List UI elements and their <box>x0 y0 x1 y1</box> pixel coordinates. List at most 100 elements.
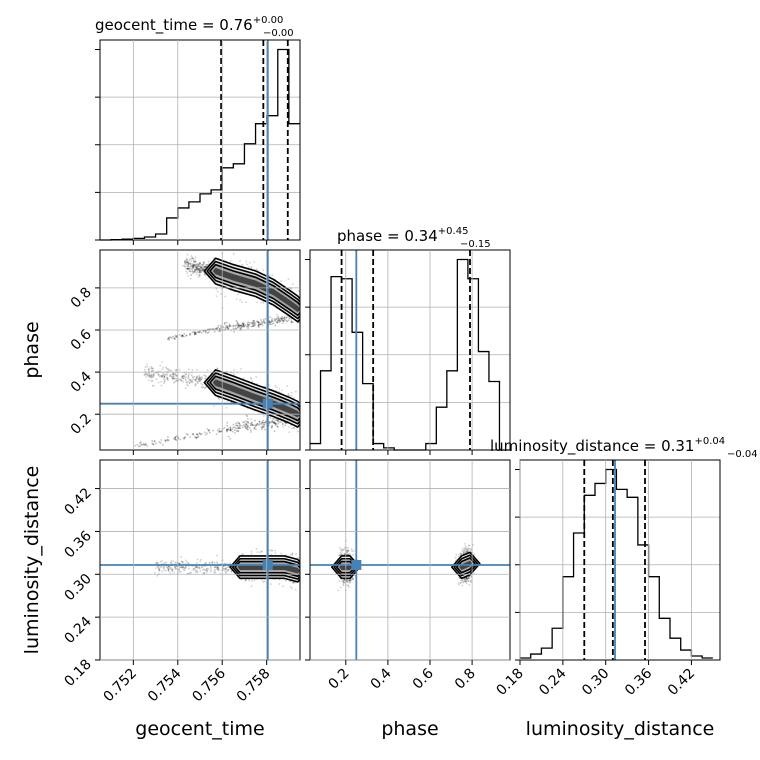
sample-point <box>179 378 181 381</box>
sample-point <box>245 423 248 426</box>
sample-point <box>198 275 201 277</box>
sample-point <box>187 264 189 267</box>
sample-point <box>186 261 188 263</box>
sample-point <box>194 260 197 263</box>
sample-point <box>287 394 290 397</box>
sample-point <box>205 331 207 334</box>
x-ticks-geocent_time <box>132 240 268 245</box>
sample-point <box>232 325 234 328</box>
sample-point <box>253 321 256 324</box>
sample-point <box>193 260 195 262</box>
sample-point <box>185 261 188 264</box>
sample-point <box>343 578 346 581</box>
sample-point <box>286 421 289 424</box>
sample-point <box>199 570 202 573</box>
sample-point <box>189 379 192 382</box>
sample-point <box>211 562 213 564</box>
sample-point <box>182 566 185 569</box>
sample-point <box>288 418 291 421</box>
sample-point <box>282 320 285 322</box>
sample-point <box>256 320 259 323</box>
sample-point <box>167 565 170 568</box>
sample-point <box>274 384 277 387</box>
sample-point <box>237 322 239 325</box>
sample-point <box>224 328 227 330</box>
sample-point <box>343 546 346 549</box>
sample-point <box>459 582 462 584</box>
y-tick-label: 0.8 <box>68 284 95 311</box>
sample-point <box>246 263 249 266</box>
sample-point <box>158 569 161 571</box>
sample-point <box>463 578 466 581</box>
sample-point <box>197 375 200 378</box>
sample-point <box>193 257 195 260</box>
sample-point <box>261 422 264 424</box>
sample-point <box>212 429 215 432</box>
sample-point <box>145 443 147 445</box>
y-ticks-luminosity_distance: 0.180.240.300.360.42 <box>61 485 100 690</box>
sample-point <box>247 422 250 424</box>
sample-point <box>206 332 209 334</box>
sample-point <box>237 293 239 296</box>
sample-point <box>239 324 242 327</box>
sample-point <box>467 549 469 552</box>
sample-point <box>160 439 163 441</box>
sample-point <box>217 326 220 329</box>
sample-point <box>227 568 230 571</box>
sample-point <box>181 334 184 337</box>
sample-point <box>196 567 199 569</box>
sample-point <box>204 375 207 377</box>
sample-point <box>215 327 218 330</box>
sample-point <box>342 584 345 587</box>
sample-point <box>287 319 290 322</box>
sample-point <box>242 377 245 380</box>
sample-point <box>200 378 202 381</box>
sample-point <box>169 369 172 372</box>
sample-point <box>184 260 187 262</box>
sample-point <box>280 317 283 320</box>
sample-point <box>228 568 231 571</box>
sample-point <box>342 581 345 584</box>
sample-point <box>347 550 349 552</box>
sample-point <box>184 261 187 264</box>
sample-point <box>204 266 206 268</box>
sample-point <box>250 422 253 425</box>
sample-point <box>290 321 293 324</box>
sample-point <box>194 331 197 333</box>
sample-point <box>205 571 208 574</box>
sample-point <box>175 374 178 377</box>
sample-point <box>226 566 229 569</box>
sample-point <box>174 565 177 568</box>
sample-point <box>288 394 291 397</box>
sample-point <box>196 571 199 574</box>
sample-point <box>268 321 271 324</box>
sample-point <box>148 372 151 375</box>
sample-point <box>280 280 283 283</box>
sample-point <box>143 369 146 371</box>
sample-point <box>167 570 170 573</box>
sample-point <box>196 433 199 436</box>
sample-point <box>192 259 195 262</box>
sample-point <box>190 267 193 270</box>
sample-point <box>238 422 241 425</box>
sample-point <box>200 270 203 272</box>
sample-point <box>174 566 177 569</box>
sample-point <box>466 578 469 581</box>
truth-marker <box>262 560 273 570</box>
sample-point <box>166 376 168 379</box>
sample-point <box>191 376 194 378</box>
sample-point <box>270 321 273 324</box>
sample-point <box>190 374 193 377</box>
sample-point <box>235 422 237 425</box>
sample-point <box>241 322 244 325</box>
sample-point <box>200 271 203 274</box>
sample-point <box>291 582 294 584</box>
sample-point <box>194 256 197 259</box>
sample-point <box>281 423 284 426</box>
sample-point <box>240 301 243 304</box>
sample-point <box>199 271 201 274</box>
sample-point <box>277 419 279 422</box>
sample-point <box>203 265 206 268</box>
sample-point <box>188 268 191 270</box>
sample-point <box>284 424 287 427</box>
